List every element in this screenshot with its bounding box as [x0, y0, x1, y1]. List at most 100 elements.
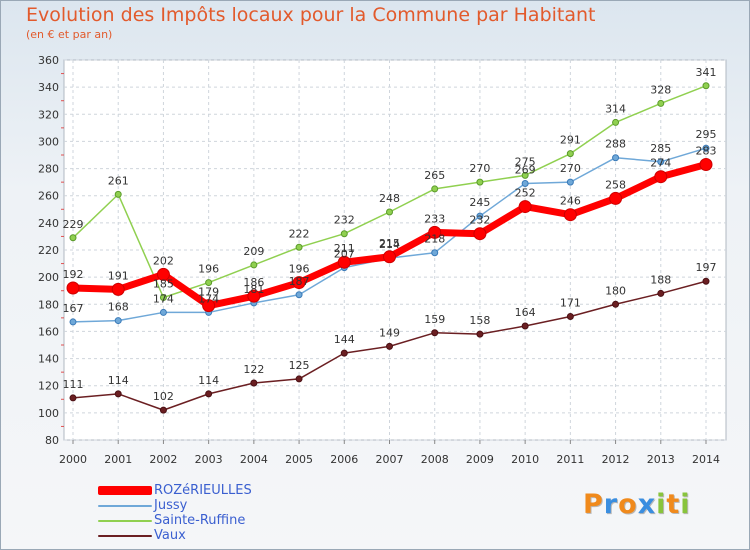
data-point [205, 279, 213, 287]
legend-item: Jussy [98, 498, 318, 513]
y-tick-label: 360 [38, 54, 59, 67]
data-label: 265 [424, 169, 445, 182]
x-tick-label: 2001 [104, 453, 132, 466]
legend-label: Sainte-Ruffine [154, 513, 246, 528]
data-label: 114 [198, 374, 219, 387]
data-point [657, 289, 665, 297]
logo-letter: r [603, 489, 619, 520]
x-tick-label: 2009 [466, 453, 494, 466]
data-label: 218 [424, 233, 445, 246]
data-label: 191 [108, 269, 129, 282]
data-point [428, 225, 442, 239]
data-label: 246 [560, 195, 581, 208]
data-point [476, 178, 484, 186]
data-label: 285 [650, 142, 671, 155]
data-point [566, 313, 574, 320]
data-point [657, 99, 665, 107]
data-point [609, 191, 623, 205]
y-tick-label: 120 [38, 380, 59, 393]
chart-title: Evolution des Impôts locaux pour la Comm… [26, 4, 596, 26]
chart-legend: ROZéRIEULLES Jussy Sainte-Ruffine Vaux [98, 483, 318, 543]
data-point [476, 330, 484, 338]
logo-letter: P [583, 489, 604, 520]
data-label: 328 [650, 83, 671, 96]
logo-letter: x [637, 489, 657, 520]
y-tick-label: 280 [38, 163, 59, 176]
data-label: 197 [696, 261, 717, 274]
data-point [114, 390, 122, 398]
logo-letter: i [656, 489, 667, 520]
legend-swatch [98, 486, 152, 495]
data-point [295, 243, 303, 251]
data-label: 341 [696, 66, 717, 79]
data-label: 229 [63, 218, 84, 231]
data-label: 248 [379, 192, 400, 205]
data-point [114, 317, 122, 325]
data-label: 288 [605, 138, 626, 151]
data-point [702, 277, 710, 285]
x-tick-label: 2006 [330, 453, 358, 466]
x-tick-label: 2003 [195, 453, 223, 466]
x-tick-label: 2011 [556, 453, 584, 466]
data-label: 270 [560, 162, 581, 175]
data-label: 181 [243, 283, 264, 296]
data-point [111, 282, 125, 296]
chart-subtitle: (en € et par an) [26, 28, 113, 41]
legend-item: Sainte-Ruffine [98, 513, 318, 528]
data-point [702, 82, 710, 90]
data-label: 232 [334, 214, 355, 227]
data-label: 122 [243, 363, 264, 376]
data-point [292, 276, 306, 290]
data-label: 159 [424, 313, 445, 326]
data-label: 102 [153, 390, 174, 403]
data-label: 274 [650, 157, 671, 170]
x-tick-label: 2005 [285, 453, 313, 466]
legend-label: ROZéRIEULLES [154, 483, 252, 498]
x-tick-label: 2007 [376, 453, 404, 466]
data-label: 291 [560, 134, 581, 147]
data-label: 149 [379, 326, 400, 339]
legend-swatch [98, 534, 152, 537]
data-label: 202 [153, 254, 174, 267]
data-label: 207 [334, 248, 355, 261]
y-tick-label: 300 [38, 135, 59, 148]
data-label: 164 [515, 306, 536, 319]
x-tick-label: 2014 [692, 453, 720, 466]
data-point [521, 322, 529, 330]
data-point [69, 234, 77, 242]
data-label: 174 [198, 292, 219, 305]
legend-item: Vaux [98, 528, 318, 543]
data-label: 222 [289, 227, 310, 240]
data-point [476, 212, 484, 220]
data-point [612, 154, 620, 162]
data-point [69, 318, 77, 326]
data-point [205, 390, 213, 398]
data-point [657, 158, 665, 166]
x-tick-label: 2000 [59, 453, 87, 466]
data-label: 114 [108, 374, 129, 387]
y-tick-label: 260 [38, 190, 59, 203]
data-label: 233 [424, 212, 445, 225]
data-label: 196 [198, 263, 219, 276]
data-label: 167 [63, 302, 84, 315]
data-point [563, 208, 577, 222]
data-point [431, 249, 439, 257]
data-label: 275 [515, 155, 536, 168]
y-tick-label: 140 [38, 353, 59, 366]
data-point [566, 150, 574, 158]
legend-item: ROZéRIEULLES [98, 483, 318, 498]
data-point [114, 190, 122, 198]
data-point [386, 342, 393, 350]
data-point [340, 230, 348, 238]
data-point [202, 299, 216, 313]
x-tick-label: 2013 [647, 453, 675, 466]
data-point [386, 208, 393, 216]
data-label: 144 [334, 333, 355, 346]
x-tick-label: 2002 [149, 453, 177, 466]
data-point [247, 289, 261, 303]
data-point [431, 185, 439, 193]
data-label: 186 [243, 276, 264, 289]
data-point [431, 329, 439, 337]
data-label: 179 [198, 286, 219, 299]
